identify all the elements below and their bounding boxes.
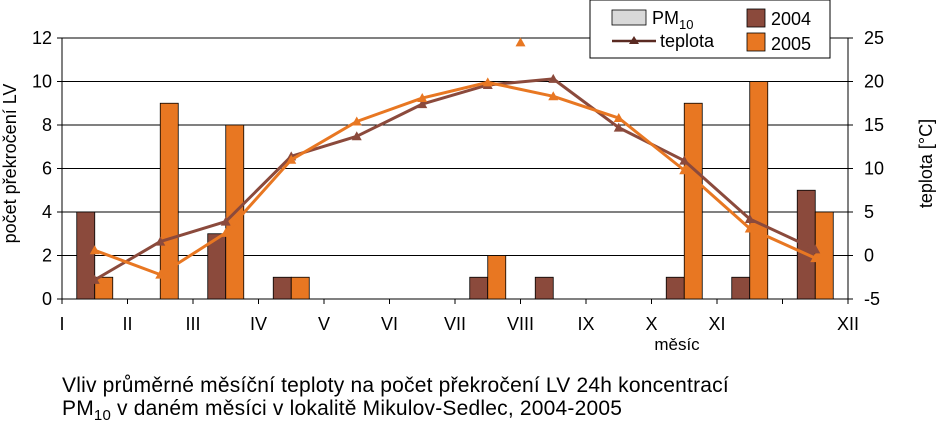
y2-tick-label: 15 (864, 115, 884, 135)
bar-2005-XII (814, 211, 834, 300)
temperature-line-2004 (93, 77, 816, 282)
bar-2005-IV (290, 276, 310, 300)
x-tick-label: I (59, 314, 64, 334)
y2-tick-label: 20 (864, 72, 884, 92)
y-axis-title: počet překročení LV (0, 84, 20, 244)
caption-line-2: PM10 v daném měsíci v lokalitě Mikulov-S… (62, 397, 942, 427)
temperature-line-2005 (94, 80, 816, 277)
y-tick-label: 12 (32, 28, 52, 48)
temperature-point-2004-IX (613, 122, 624, 132)
temperature-point-2005-VIII (548, 91, 559, 101)
temperature-point-2004-XII (810, 244, 821, 254)
bar-2005-VII (487, 255, 507, 300)
y-tick-label: 6 (42, 159, 52, 179)
legend-line-label: teplota (660, 31, 715, 51)
temperature-point-2005-IX (613, 113, 624, 123)
legend-line-marker (629, 36, 639, 44)
x-tick-label: IV (250, 314, 267, 334)
y-tick-label: 8 (42, 115, 52, 135)
bar-2004-I (76, 211, 96, 300)
x-tick-label: V (318, 314, 330, 334)
x-axis-title: měsíc (654, 335, 700, 354)
y-tick-label: 0 (42, 289, 52, 309)
temperature-point-2004-III (220, 216, 231, 226)
x-tick-label: XII (837, 314, 859, 334)
y-tick-label: 4 (42, 202, 52, 222)
legend-2005-label: 2005 (771, 34, 811, 54)
y2-axis-title: teplota [°C] (916, 119, 936, 208)
bar-2005-XI (749, 81, 769, 300)
y-tick-label: 2 (42, 246, 52, 266)
temperature-point-2004-X (679, 155, 690, 165)
x-tick-label: X (645, 314, 657, 334)
temperature-outlier-point (515, 37, 526, 47)
bar-2005-I (94, 276, 114, 300)
x-tick-label: IX (577, 314, 594, 334)
temperature-point-2004-II (155, 236, 166, 246)
caption-pm-subscript: 10 (93, 407, 111, 425)
legend-2005-swatch (746, 32, 766, 52)
temperature-point-2004-VI (417, 99, 428, 109)
bar-2004-X (665, 276, 685, 300)
temperature-point-2005-III (220, 227, 231, 237)
x-tick-label: VIII (507, 314, 534, 334)
x-tick-label: III (185, 314, 200, 334)
x-tick-label: II (122, 314, 132, 334)
y2-tick-label: 25 (864, 28, 884, 48)
x-tick-label: VI (381, 314, 398, 334)
temperature-point-2004-XI (744, 213, 755, 223)
bar-2004-IV (272, 276, 292, 300)
temperature-point-2005-IV (286, 154, 297, 164)
caption-line-1: Vliv průměrné měsíční teploty na počet p… (62, 374, 729, 397)
y2-tick-label: 10 (864, 159, 884, 179)
caption-pm: PM (62, 397, 94, 420)
bar-2004-VIII (534, 276, 554, 300)
bar-2005-X (683, 102, 703, 300)
temperature-point-2005-XII (810, 253, 821, 263)
temperature-point-2005-VII (482, 77, 493, 87)
temperature-point-2004-V (351, 131, 362, 141)
y2-tick-label: -5 (864, 289, 880, 309)
temperature-point-2004-VIII (548, 73, 559, 83)
temperature-point-2005-XI (744, 223, 755, 233)
temperature-point-2005-X (679, 165, 690, 175)
chart-caption: Vliv průměrné měsíční teploty na počet p… (62, 374, 942, 427)
y2-tick-label: 0 (864, 246, 874, 266)
legend-pm-swatch (611, 9, 647, 26)
temperature-point-2005-VI (417, 93, 428, 103)
temperature-point-2005-V (351, 116, 362, 126)
caption-rest: v daném měsíci v lokalitě Mikulov-Sedlec… (111, 397, 623, 420)
y2-tick-label: 5 (864, 202, 874, 222)
bar-2004-XI (731, 276, 751, 300)
legend-2004-label: 2004 (771, 9, 811, 29)
legend-2004-swatch (746, 8, 766, 28)
x-tick-label: VII (444, 314, 466, 334)
temperature-point-2004-I (89, 274, 100, 284)
temperature-point-2005-I (89, 245, 100, 255)
temperature-point-2005-II (155, 269, 166, 279)
bar-2005-II (159, 102, 179, 300)
x-tick-label: XI (708, 314, 725, 334)
bar-2004-VII (469, 276, 489, 300)
legend-pm-label: PM10 (652, 8, 693, 32)
y-tick-label: 10 (32, 72, 52, 92)
